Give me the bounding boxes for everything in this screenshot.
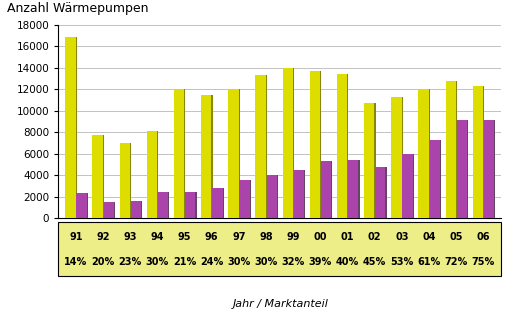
Bar — [473, 86, 483, 218]
Bar — [202, 95, 212, 218]
Text: Anzahl Wärmepumpen: Anzahl Wärmepumpen — [7, 2, 148, 15]
Text: 95: 95 — [177, 232, 191, 242]
Bar — [444, 81, 455, 218]
Text: 30%: 30% — [227, 257, 250, 267]
Text: 21%: 21% — [173, 257, 196, 267]
Text: Jahr / Marktanteil: Jahr / Marktanteil — [232, 299, 328, 309]
Text: 24%: 24% — [199, 257, 223, 267]
Bar — [472, 86, 482, 218]
Bar — [66, 37, 77, 218]
Bar — [147, 131, 158, 218]
Bar — [418, 90, 428, 218]
Text: 00: 00 — [313, 232, 326, 242]
Bar — [309, 71, 319, 218]
Bar — [105, 202, 115, 218]
Text: 92: 92 — [96, 232, 110, 242]
Bar — [347, 160, 358, 218]
Bar — [446, 81, 456, 218]
Bar — [212, 188, 222, 218]
Bar — [484, 119, 494, 218]
Bar — [429, 140, 439, 218]
Bar — [348, 160, 359, 218]
Text: 30%: 30% — [254, 257, 277, 267]
Text: 30%: 30% — [145, 257, 169, 267]
Bar — [240, 180, 250, 218]
Bar — [392, 97, 402, 218]
Bar — [322, 161, 332, 218]
Bar — [175, 90, 185, 218]
Bar — [365, 103, 375, 218]
Bar — [255, 76, 265, 218]
Bar — [239, 180, 249, 218]
Bar — [390, 97, 401, 218]
Bar — [363, 103, 374, 218]
Bar — [77, 193, 88, 218]
Text: 98: 98 — [259, 232, 272, 242]
Text: 05: 05 — [448, 232, 462, 242]
Text: 04: 04 — [421, 232, 435, 242]
Bar — [267, 175, 278, 218]
Text: 97: 97 — [232, 232, 245, 242]
Bar — [146, 131, 157, 218]
Text: 91: 91 — [69, 232, 82, 242]
Bar — [93, 134, 104, 218]
Text: 32%: 32% — [281, 257, 304, 267]
Bar — [174, 90, 184, 218]
Bar — [266, 175, 276, 218]
Bar — [92, 134, 103, 218]
Bar — [294, 170, 305, 218]
Bar — [213, 188, 223, 218]
Text: 20%: 20% — [91, 257, 115, 267]
Bar — [483, 119, 493, 218]
Text: 14%: 14% — [64, 257, 87, 267]
Bar — [186, 192, 196, 218]
Bar — [200, 95, 211, 218]
Bar — [311, 71, 321, 218]
Bar — [430, 140, 440, 218]
Text: 01: 01 — [340, 232, 353, 242]
Bar — [119, 143, 130, 218]
Bar — [419, 90, 429, 218]
Bar — [376, 167, 386, 218]
Text: 45%: 45% — [362, 257, 385, 267]
Bar — [283, 68, 293, 218]
Text: 75%: 75% — [471, 257, 494, 267]
Text: 06: 06 — [476, 232, 489, 242]
Bar — [456, 119, 466, 218]
Bar — [336, 74, 346, 218]
Text: 99: 99 — [286, 232, 299, 242]
Bar — [457, 119, 467, 218]
Text: 61%: 61% — [417, 257, 440, 267]
Bar — [256, 76, 267, 218]
Text: 94: 94 — [150, 232, 164, 242]
Bar — [104, 202, 114, 218]
Text: 93: 93 — [123, 232, 137, 242]
Bar — [228, 90, 238, 218]
Bar — [132, 201, 142, 218]
Bar — [293, 170, 304, 218]
Bar — [158, 192, 168, 218]
Text: 03: 03 — [394, 232, 408, 242]
Bar — [401, 154, 412, 218]
Text: 02: 02 — [367, 232, 381, 242]
Bar — [403, 154, 413, 218]
Bar — [185, 192, 195, 218]
Bar — [65, 37, 75, 218]
Text: 53%: 53% — [389, 257, 413, 267]
Bar — [121, 143, 131, 218]
Bar — [337, 74, 348, 218]
Bar — [229, 90, 239, 218]
Text: 96: 96 — [205, 232, 218, 242]
Bar — [130, 201, 141, 218]
Bar — [320, 161, 330, 218]
Text: 23%: 23% — [118, 257, 141, 267]
Bar — [76, 193, 86, 218]
Text: 40%: 40% — [335, 257, 359, 267]
Text: 39%: 39% — [308, 257, 331, 267]
Bar — [282, 68, 292, 218]
Bar — [374, 167, 385, 218]
Bar — [159, 192, 169, 218]
Text: 72%: 72% — [443, 257, 467, 267]
